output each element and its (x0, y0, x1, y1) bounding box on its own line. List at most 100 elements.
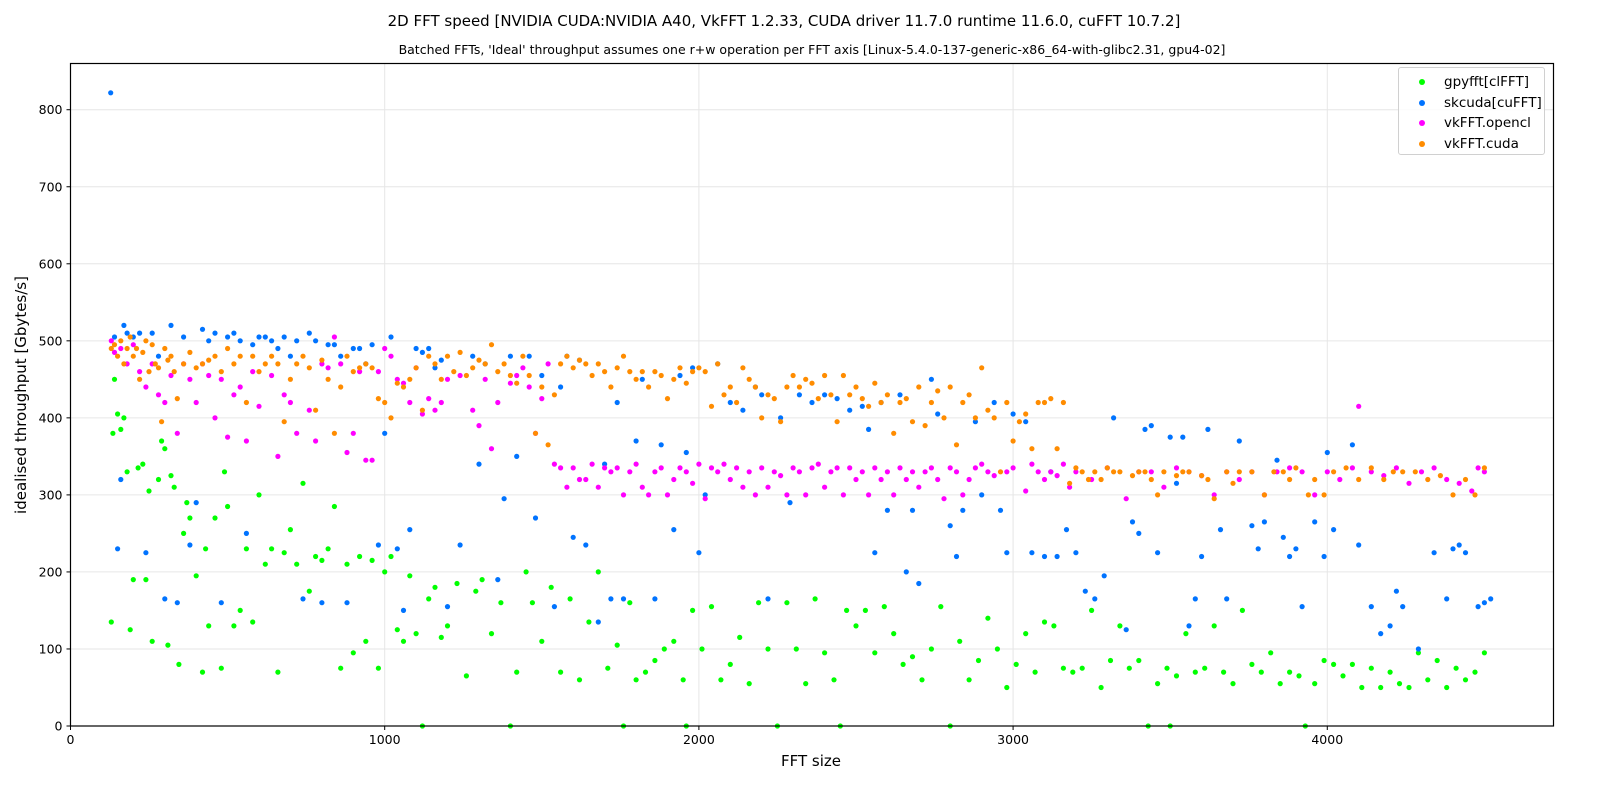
data-point (897, 465, 903, 471)
data-point (143, 577, 149, 583)
data-point (111, 349, 118, 355)
data-point (1321, 492, 1327, 498)
data-point (451, 369, 457, 375)
data-point (1054, 446, 1060, 452)
data-point (727, 384, 733, 390)
data-point (853, 623, 859, 629)
data-point (639, 376, 645, 382)
data-point (884, 469, 891, 475)
data-point (1236, 469, 1242, 475)
data-point (664, 396, 671, 402)
data-point (683, 449, 689, 456)
data-point (809, 399, 815, 406)
data-point (1434, 657, 1440, 664)
data-point (498, 600, 504, 606)
data-point (256, 369, 262, 375)
data-point (1425, 677, 1431, 683)
data-point (639, 484, 645, 490)
data-point (488, 342, 495, 348)
data-point (400, 607, 407, 614)
data-point (1481, 650, 1487, 656)
data-point (671, 527, 677, 533)
data-point (165, 642, 171, 648)
data-point (796, 469, 803, 475)
data-point (620, 353, 627, 359)
data-point (187, 515, 193, 521)
y-tick-label: 800 (39, 102, 63, 117)
data-point (928, 646, 935, 652)
data-point (243, 546, 249, 552)
data-point (683, 380, 689, 386)
data-point (444, 623, 451, 629)
data-point (862, 607, 869, 614)
data-point (168, 322, 174, 328)
data-point (680, 677, 686, 683)
data-point (300, 596, 306, 602)
data-point (482, 361, 488, 367)
data-point (1041, 553, 1048, 560)
data-point (558, 465, 564, 471)
data-point (919, 677, 925, 683)
legend-label: vkFFT.cuda (1444, 135, 1519, 152)
data-point (108, 338, 114, 344)
y-tick-label: 300 (39, 487, 63, 502)
data-point (671, 638, 677, 644)
data-point (1368, 465, 1374, 471)
data-point (137, 376, 143, 382)
data-point (545, 442, 551, 448)
data-point (159, 419, 165, 425)
data-point (1067, 480, 1073, 486)
legend-marker-icon (1419, 140, 1425, 147)
data-point (1054, 473, 1060, 479)
data-point (1475, 604, 1481, 610)
data-point (1180, 434, 1186, 440)
data-point (878, 399, 884, 406)
data-point (1444, 684, 1450, 691)
legend-marker-icon (1419, 79, 1425, 86)
data-point (558, 361, 564, 367)
data-point (1104, 465, 1110, 471)
data-point (523, 569, 529, 575)
data-point (1051, 623, 1057, 629)
data-point (218, 376, 224, 382)
data-point (118, 345, 124, 352)
data-point (1312, 519, 1318, 525)
data-point (809, 465, 815, 471)
data-point (206, 623, 212, 629)
data-point (1230, 480, 1236, 486)
data-point (953, 469, 960, 475)
data-point (193, 500, 199, 506)
chart-title: 2D FFT speed [NVIDIA CUDA:NVIDIA A40, Vk… (387, 12, 1181, 30)
data-point (1299, 469, 1305, 475)
data-point (1098, 476, 1104, 483)
data-point (488, 446, 495, 452)
axis-ticks: 0 1000 2000 3000 4000 0 100 200 300 400 500 600 700 8… (39, 102, 1344, 747)
data-point (369, 457, 375, 463)
data-point (595, 619, 601, 625)
data-point (155, 353, 162, 359)
data-point (576, 476, 583, 483)
data-point (231, 361, 237, 367)
data-point (1136, 530, 1142, 537)
data-point (457, 349, 463, 355)
data-point (1331, 527, 1337, 533)
data-point (250, 342, 256, 348)
data-point (897, 399, 903, 406)
data-point (137, 330, 143, 336)
data-point (501, 361, 507, 367)
data-point (146, 369, 152, 375)
data-point (250, 353, 256, 359)
data-point (1054, 553, 1060, 560)
data-point (1444, 476, 1450, 483)
data-point (287, 399, 293, 406)
data-point (1148, 476, 1154, 483)
data-point (652, 596, 658, 602)
data-point (589, 461, 595, 467)
data-point (319, 557, 325, 564)
data-point (463, 673, 469, 679)
data-point (118, 476, 124, 483)
data-point (225, 503, 231, 510)
data-point (1472, 492, 1478, 498)
data-point (1029, 461, 1035, 467)
data-point (382, 345, 388, 352)
